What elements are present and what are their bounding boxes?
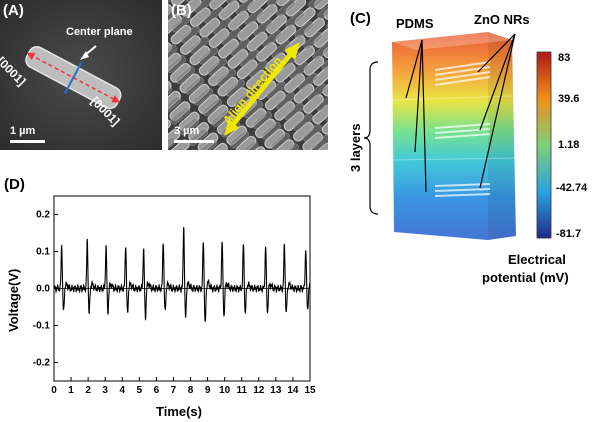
- scale-bar-label-a: 1 µm: [10, 125, 36, 137]
- colorbar-tick-39-6: 39.6: [558, 93, 580, 105]
- x-tick-label: 1: [68, 385, 74, 396]
- panel-b-label: (B): [171, 2, 192, 19]
- x-tick-label: 4: [119, 385, 125, 396]
- panel-a-image: [0, 0, 162, 150]
- panel-a-label: (A): [3, 2, 24, 19]
- y-tick-label: 0.2: [36, 210, 50, 221]
- x-tick-label: 5: [137, 385, 143, 396]
- y-tick-label: 0.1: [36, 247, 50, 258]
- aligned-nanorods-texture: [168, 0, 328, 150]
- simulation-figure: [363, 32, 552, 240]
- zno-label: ZnO NRs: [474, 12, 530, 27]
- colorbar-tick-83: 83: [558, 52, 571, 64]
- colorbar-tick-neg42-74: -42.74: [556, 182, 588, 194]
- center-plane-label: Center plane: [66, 26, 133, 38]
- y-tick-label: -0.2: [33, 358, 51, 369]
- x-tick-label: 0: [51, 385, 57, 396]
- colorbar-tick-1-18: 1.18: [558, 139, 580, 151]
- x-tick-label: 11: [236, 385, 247, 396]
- nanorod-illustration: [10, 45, 122, 143]
- x-tick-label: 2: [85, 385, 91, 396]
- x-tick-label: 14: [287, 385, 299, 396]
- x-tick-label: 7: [171, 385, 177, 396]
- colorbar: [536, 51, 552, 239]
- panel-b-image: [168, 0, 328, 150]
- x-tick-label: 10: [219, 385, 231, 396]
- x-axis-title: Time(s): [156, 404, 202, 419]
- y-tick-label: 0.0: [36, 284, 50, 295]
- x-tick-label: 8: [188, 385, 194, 396]
- voltage-time-chart: 0 1 2 3 4 5 6 7 8 9 10 11 12 13 14 150.20.10.0-0.1-0.2: [33, 195, 316, 396]
- colorbar-title-line2: potential (mV): [482, 270, 569, 285]
- x-tick-label: 15: [304, 385, 316, 396]
- x-tick-label: 13: [270, 385, 282, 396]
- panel-d-label: (D): [4, 176, 25, 193]
- voltage-trace: [53, 226, 311, 322]
- panel-c-label: (C): [350, 10, 371, 27]
- y-tick-label: -0.1: [33, 321, 51, 332]
- scale-bar-label-b: 3 µm: [174, 125, 200, 137]
- x-tick-label: 12: [253, 385, 265, 396]
- pdms-label: PDMS: [396, 16, 434, 31]
- colorbar-title-line1: Electrical: [508, 252, 566, 267]
- x-tick-label: 9: [205, 385, 211, 396]
- x-tick-label: 6: [154, 385, 160, 396]
- colorbar-tick-neg81-7: -81.7: [556, 228, 582, 240]
- x-tick-label: 3: [102, 385, 108, 396]
- layers-label: 3 layers: [348, 123, 363, 172]
